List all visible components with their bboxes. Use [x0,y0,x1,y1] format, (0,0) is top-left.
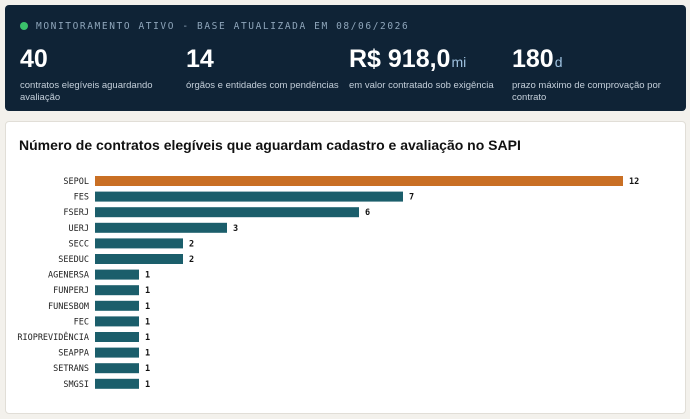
bar-uerj [95,222,227,233]
bar-fec [95,316,139,327]
category-label-funperj: FUNPERJ [53,286,89,296]
data-label-fec: 1 [145,317,150,327]
chart-title: Número de contratos elegíveis que aguard… [19,137,521,153]
bar-fserj [95,207,359,218]
status-indicator: MONITORAMENTO ATIVO - BASE ATUALIZADA EM… [20,19,409,33]
stat-value: 14 [186,45,214,73]
stat-contract-value: R$ 918,0mi em valor contratado sob exigê… [349,45,509,92]
chart-card: Número de contratos elegíveis que aguard… [5,121,686,414]
bar-chart: SEPOL 12 FES 7 FSERJ 6 UERJ 3 SECC 2 SEEDUC 2 AGENER… [17,176,639,390]
stat-value: R$ 918,0mi [349,45,467,73]
category-label-fec: FEC [74,317,89,327]
category-label-setrans: SETRANS [53,364,89,374]
data-label-fes: 7 [409,193,414,203]
data-label-secc: 2 [189,239,194,249]
stat-label: órgãos e entidades com pendências [186,80,339,91]
data-label-seappa: 1 [145,349,150,359]
data-label-funesbom: 1 [145,302,150,312]
bar-secc [95,238,183,249]
category-label-secc: SECC [69,239,89,249]
category-label-sepol: SEPOL [63,177,89,187]
data-label-rioprevidencia: 1 [145,333,150,343]
bar-fes [95,191,403,202]
bar-seappa [95,347,139,358]
data-label-seeduc: 2 [189,255,194,265]
stat-label: prazo máximo de comprovação por contrato [512,80,661,103]
bar-rioprevidencia [95,332,139,342]
data-label-funperj: 1 [145,286,150,296]
bar-seeduc [95,254,183,264]
data-label-setrans: 1 [145,364,150,374]
data-label-agenersa: 1 [145,271,150,281]
bar-setrans [95,363,139,374]
data-label-fserj: 6 [365,208,370,218]
category-label-seeduc: SEEDUC [58,255,89,265]
summary-banner: MONITORAMENTO ATIVO - BASE ATUALIZADA EM… [5,5,686,111]
stat-contracts: 40 contratos elegíveis aguardando avalia… [20,45,170,104]
category-label-smgsi: SMGSI [63,380,89,390]
bar-smgsi [95,378,139,389]
stat-label: contratos elegíveis aguardando avaliação [20,80,153,103]
data-label-sepol: 12 [629,177,639,187]
stat-value: 180d [512,45,563,73]
status-text: MONITORAMENTO ATIVO - BASE ATUALIZADA EM… [36,20,410,32]
category-label-seappa: SEAPPA [58,349,89,359]
category-label-rioprevidencia: RIOPREVIDÊNCIA [17,331,89,343]
data-label-smgsi: 1 [145,380,150,390]
category-label-funesbom: FUNESBOM [48,302,89,312]
stat-deadline: 180d prazo máximo de comprovação por con… [512,45,672,104]
bar-funesbom [95,300,139,311]
category-label-fes: FES [74,193,89,203]
data-label-uerj: 3 [233,224,238,234]
status-dot-icon [20,22,28,30]
stat-agencies: 14 órgãos e entidades com pendências [186,45,346,92]
bar-sepol [95,176,623,186]
category-label-uerj: UERJ [69,224,89,234]
stat-value: 40 [20,45,48,73]
bar-agenersa [95,269,139,280]
stat-label: em valor contratado sob exigência [349,80,494,91]
category-label-agenersa: AGENERSA [48,271,89,281]
category-label-fserj: FSERJ [63,208,89,218]
bar-funperj [95,285,139,296]
